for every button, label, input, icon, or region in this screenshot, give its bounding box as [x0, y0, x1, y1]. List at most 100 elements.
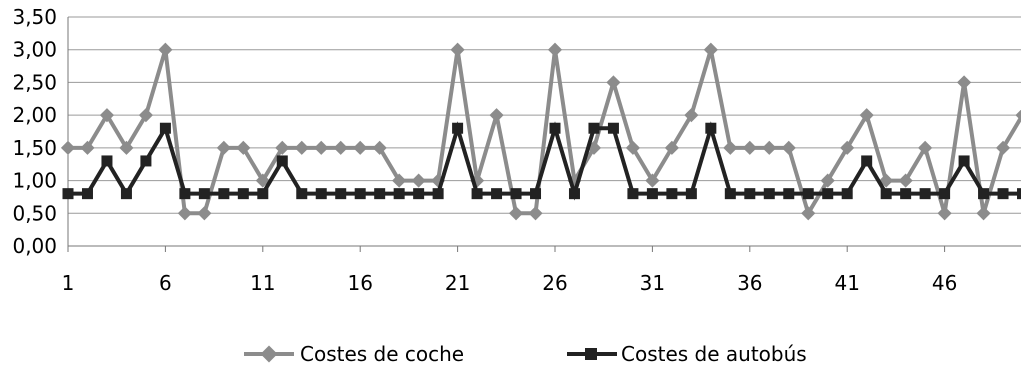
point-autobus	[160, 123, 171, 134]
point-autobus	[686, 188, 697, 199]
point-autobus	[472, 188, 483, 199]
point-coche	[782, 141, 796, 155]
point-autobus	[355, 188, 366, 199]
point-autobus	[842, 188, 853, 199]
point-autobus	[433, 188, 444, 199]
point-autobus	[608, 123, 619, 134]
point-coche	[528, 206, 542, 220]
point-autobus	[121, 188, 132, 199]
legend-item-autobus: Costes de autobús	[567, 342, 807, 366]
point-autobus	[978, 188, 989, 199]
point-coche	[451, 43, 465, 57]
point-autobus	[920, 188, 931, 199]
point-coche	[61, 141, 75, 155]
x-tick-label: 16	[347, 271, 372, 295]
legend-marker-coche	[261, 346, 278, 363]
point-autobus	[238, 188, 249, 199]
point-autobus	[199, 188, 210, 199]
point-autobus	[257, 188, 268, 199]
point-autobus	[452, 123, 463, 134]
x-tick-label: 31	[640, 271, 665, 295]
point-autobus	[627, 188, 638, 199]
legend-item-coche: Costes de coche	[244, 342, 464, 366]
point-autobus	[822, 188, 833, 199]
point-autobus	[666, 188, 677, 199]
point-autobus	[744, 188, 755, 199]
point-coche	[743, 141, 757, 155]
point-autobus	[647, 188, 658, 199]
y-tick-label: 1,00	[12, 169, 57, 193]
y-tick-label: 3,00	[12, 38, 57, 62]
point-autobus	[588, 123, 599, 134]
point-coche	[334, 141, 348, 155]
y-tick-label: 0,50	[12, 201, 57, 225]
x-tick-label: 46	[932, 271, 957, 295]
point-autobus	[998, 188, 1009, 199]
y-tick-label: 3,50	[12, 5, 57, 29]
y-tick-label: 1,50	[12, 136, 57, 160]
point-autobus	[959, 155, 970, 166]
point-autobus	[550, 123, 561, 134]
point-autobus	[277, 155, 288, 166]
point-coche	[704, 43, 718, 57]
point-coche	[178, 206, 192, 220]
point-autobus	[725, 188, 736, 199]
point-autobus	[803, 188, 814, 199]
point-autobus	[179, 188, 190, 199]
point-coche	[723, 141, 737, 155]
point-autobus	[861, 155, 872, 166]
point-autobus	[881, 188, 892, 199]
point-coche	[353, 141, 367, 155]
legend-marker-autobus	[585, 348, 597, 360]
x-tick-label: 26	[542, 271, 567, 295]
point-autobus	[900, 188, 911, 199]
point-autobus	[63, 188, 74, 199]
point-coche	[158, 43, 172, 57]
point-autobus	[316, 188, 327, 199]
point-autobus	[101, 155, 112, 166]
point-autobus	[511, 188, 522, 199]
point-autobus	[413, 188, 424, 199]
point-autobus	[783, 188, 794, 199]
point-coche	[295, 141, 309, 155]
point-autobus	[1017, 188, 1021, 199]
point-autobus	[82, 188, 93, 199]
point-coche	[548, 43, 562, 57]
x-tick-label: 21	[445, 271, 470, 295]
legend-label-autobus: Costes de autobús	[621, 342, 807, 366]
legend-label-coche: Costes de coche	[300, 342, 464, 366]
x-tick-label: 6	[159, 271, 172, 295]
point-coche	[976, 206, 990, 220]
point-autobus	[394, 188, 405, 199]
point-coche	[412, 174, 426, 188]
point-autobus	[374, 188, 385, 199]
series	[61, 43, 1021, 221]
y-tick-labels: 0,00 0,50 1,00 1,50 2,00 2,50 3,00 3,50	[12, 5, 57, 258]
point-coche	[957, 75, 971, 89]
point-autobus	[296, 188, 307, 199]
point-coche	[509, 206, 523, 220]
point-coche	[314, 141, 328, 155]
x-tick-label: 11	[250, 271, 275, 295]
y-tick-label: 0,00	[12, 234, 57, 258]
point-autobus	[764, 188, 775, 199]
y-tick-label: 2,50	[12, 70, 57, 94]
point-autobus	[335, 188, 346, 199]
point-autobus	[218, 188, 229, 199]
point-autobus	[939, 188, 950, 199]
point-autobus	[705, 123, 716, 134]
point-autobus	[530, 188, 541, 199]
point-coche	[217, 141, 231, 155]
x-tick-label: 36	[737, 271, 762, 295]
point-autobus	[491, 188, 502, 199]
point-autobus	[569, 188, 580, 199]
legend: Costes de coche Costes de autobús	[244, 342, 807, 366]
point-coche	[938, 206, 952, 220]
x-tick-label: 1	[62, 271, 75, 295]
point-autobus	[140, 155, 151, 166]
point-coche	[197, 206, 211, 220]
y-tick-label: 2,00	[12, 103, 57, 127]
x-tick-label: 41	[834, 271, 859, 295]
